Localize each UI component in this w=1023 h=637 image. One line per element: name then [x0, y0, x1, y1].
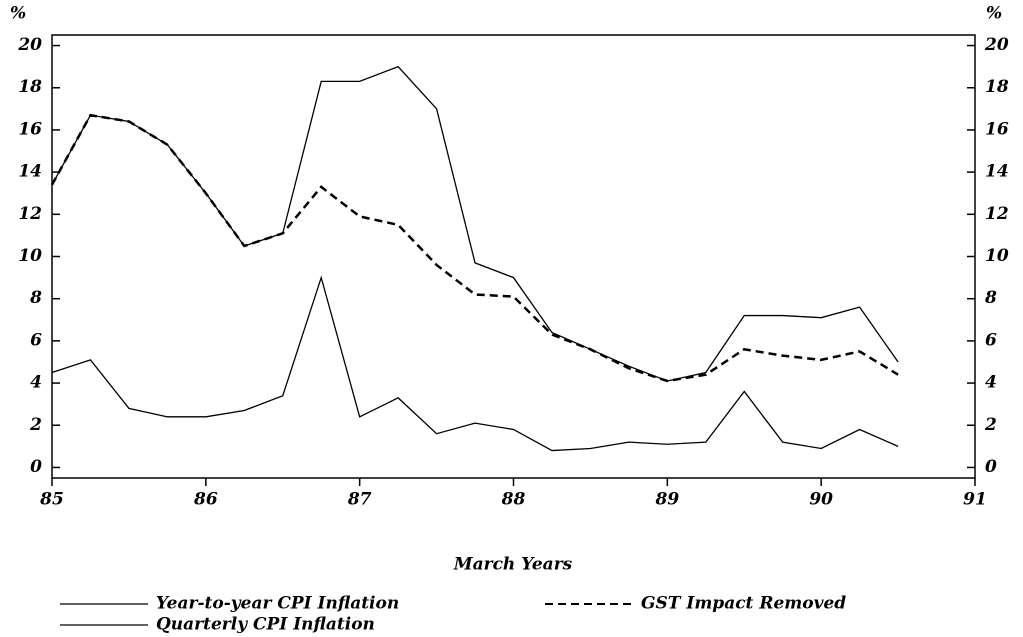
y2-tick-label: 6	[985, 330, 997, 350]
legend-label: Quarterly CPI Inflation	[156, 615, 375, 635]
y-tick-label: 12	[18, 204, 42, 224]
y-axis-label: %	[10, 4, 26, 24]
plot-frame	[51, 34, 976, 479]
y2-tick-label: 12	[985, 204, 1009, 224]
y-tick-label: 10	[18, 246, 42, 266]
x-tick-label: 90	[809, 490, 833, 510]
y2-tick-label: 20	[984, 35, 1009, 55]
line-series	[51, 65, 899, 382]
y2-tick-label: 16	[985, 119, 1009, 139]
y2-tick-label: 0	[985, 457, 997, 477]
y-tick-label: 2	[29, 415, 42, 435]
line-series	[51, 275, 899, 452]
x-tick-label: 86	[193, 490, 218, 510]
y-tick-label: 4	[30, 373, 42, 393]
x-tick-label: 87	[347, 490, 372, 510]
x-tick-label: 91	[963, 490, 987, 510]
y-tick-label: 20	[17, 35, 42, 55]
y2-tick-label: 8	[984, 288, 997, 308]
y2-tick-label: 10	[985, 246, 1009, 266]
legend-label: Year-to-year CPI Inflation	[156, 594, 399, 614]
y2-tick-label: 14	[985, 162, 1009, 182]
y-tick-label: 16	[18, 119, 42, 139]
y-tick-label: 18	[18, 77, 42, 97]
x-tick-label: 88	[501, 490, 526, 510]
line-series	[50, 113, 899, 383]
x-tick-label: 85	[39, 490, 64, 510]
y2-tick-label: 18	[985, 77, 1009, 97]
y2-tick-label: 2	[984, 415, 997, 435]
y-tick-label: 6	[30, 330, 42, 350]
x-tick-label: 89	[654, 490, 679, 510]
y-tick-label: 0	[30, 457, 42, 477]
legend-label: GST Impact Removed	[641, 594, 846, 614]
y-tick-label: 14	[18, 162, 42, 182]
y2-tick-label: 4	[985, 373, 997, 393]
y2-axis-label: %	[986, 4, 1002, 24]
x-axis-label: March Years	[453, 555, 573, 575]
y-tick-label: 8	[29, 288, 42, 308]
